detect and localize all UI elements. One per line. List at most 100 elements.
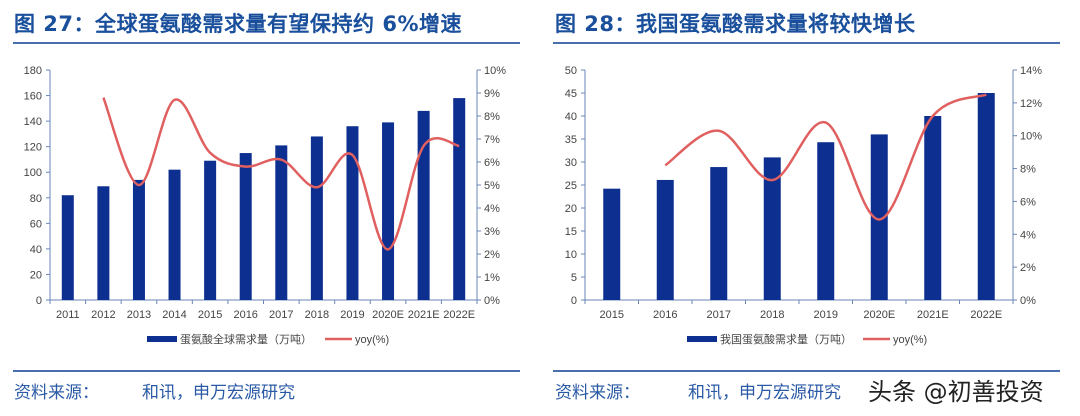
x-tick-label: 2017 <box>269 309 293 321</box>
x-tick-label: 2019 <box>340 309 364 321</box>
bar <box>310 136 323 300</box>
x-tick-label: 2015 <box>198 309 222 321</box>
x-tick-label: 2019 <box>814 309 838 321</box>
y-tick-label: 35 <box>565 134 577 146</box>
y2-tick-label: 14% <box>1020 65 1042 77</box>
watermark: 头条 @初善投资 <box>868 378 1044 406</box>
y-tick-label: 10 <box>565 249 577 261</box>
y-tick-label: 0 <box>36 295 42 307</box>
y2-tick-label: 10% <box>484 65 506 77</box>
x-tick-label: 2021E <box>917 309 949 321</box>
footer-rule-right <box>553 370 1060 372</box>
bar <box>977 93 995 300</box>
y-tick-label: 50 <box>565 65 577 77</box>
y-tick-label: 40 <box>30 244 42 256</box>
bar <box>453 98 466 300</box>
legend-bar-swatch <box>147 336 177 342</box>
y2-tick-label: 7% <box>484 134 500 146</box>
source-text-right: 和讯，申万宏源研究 <box>688 383 841 403</box>
y-tick-label: 25 <box>565 180 577 192</box>
y-tick-label: 60 <box>30 218 42 230</box>
y-tick-label: 40 <box>565 111 577 123</box>
legend-line-label: yoy(%) <box>355 334 389 346</box>
bar <box>817 142 835 300</box>
y-tick-label: 0 <box>571 295 577 307</box>
x-tick-label: 2014 <box>162 309 186 321</box>
bar <box>763 157 781 300</box>
source-label-right: 资料来源： <box>555 383 640 403</box>
source-label-left: 资料来源： <box>14 383 99 403</box>
y2-tick-label: 2% <box>1020 262 1036 274</box>
bar <box>346 126 359 300</box>
x-tick-label: 2021E <box>408 309 440 321</box>
x-tick-label: 2018 <box>760 309 784 321</box>
bar <box>97 186 110 300</box>
y2-tick-label: 6% <box>484 157 500 169</box>
bar <box>924 116 942 300</box>
chart-title-27: 图 27：全球蛋氨酸需求量有望保持约 6%增速 <box>14 12 462 36</box>
y-tick-label: 80 <box>30 193 42 205</box>
y2-tick-label: 8% <box>1020 164 1036 176</box>
x-tick-label: 2022E <box>970 309 1002 321</box>
y2-tick-label: 4% <box>484 203 500 215</box>
y-tick-label: 120 <box>24 142 42 154</box>
y2-tick-label: 0% <box>484 295 500 307</box>
chart-title-28: 图 28：我国蛋氨酸需求量将较快增长 <box>555 12 916 36</box>
x-tick-label: 2015 <box>600 309 624 321</box>
y2-tick-label: 9% <box>484 88 500 100</box>
bar <box>382 122 395 300</box>
y2-tick-label: 12% <box>1020 98 1042 110</box>
yoy-line <box>102 97 460 251</box>
y-tick-label: 20 <box>565 203 577 215</box>
y2-tick-label: 2% <box>484 249 500 261</box>
bar <box>870 134 888 300</box>
y2-tick-label: 6% <box>1020 196 1036 208</box>
bar <box>168 169 181 300</box>
x-tick-label: 2020E <box>372 309 404 321</box>
bar <box>61 195 74 300</box>
x-tick-label: 2022E <box>443 309 475 321</box>
bar <box>132 179 145 300</box>
y2-tick-label: 8% <box>484 111 500 123</box>
x-tick-label: 2017 <box>707 309 731 321</box>
y-tick-label: 45 <box>565 88 577 100</box>
y2-tick-label: 3% <box>484 226 500 238</box>
legend-bar-label: 蛋氨酸全球需求量（万吨） <box>180 332 312 346</box>
x-tick-label: 2016 <box>233 309 257 321</box>
y-tick-label: 160 <box>24 91 42 103</box>
x-tick-label: 2013 <box>127 309 151 321</box>
bar <box>417 110 430 300</box>
source-text-left: 和讯，申万宏源研究 <box>142 383 295 403</box>
title-rule-right <box>553 42 1060 44</box>
legend-bar-label: 我国蛋氨酸需求量（万吨） <box>720 332 852 346</box>
title-rule-left <box>13 42 520 44</box>
x-tick-label: 2012 <box>91 309 115 321</box>
bar <box>710 167 728 300</box>
y2-tick-label: 1% <box>484 272 500 284</box>
x-tick-label: 2016 <box>653 309 677 321</box>
y-tick-label: 30 <box>565 157 577 169</box>
x-tick-label: 2018 <box>305 309 329 321</box>
y-tick-label: 20 <box>30 269 42 281</box>
footer-rule-left <box>13 370 520 372</box>
x-tick-label: 2011 <box>56 309 80 321</box>
y2-tick-label: 0% <box>1020 295 1036 307</box>
y2-tick-label: 5% <box>484 180 500 192</box>
y-tick-label: 140 <box>24 116 42 128</box>
y2-tick-label: 10% <box>1020 131 1042 143</box>
legend-line-label: yoy(%) <box>893 334 927 346</box>
y-tick-label: 100 <box>24 167 42 179</box>
x-tick-label: 2020E <box>863 309 895 321</box>
bar <box>204 160 217 300</box>
bar <box>239 153 252 300</box>
y-tick-label: 5 <box>571 272 577 284</box>
yoy-line <box>664 93 987 221</box>
legend-bar-swatch <box>687 336 717 342</box>
bar <box>656 179 674 300</box>
y-tick-label: 15 <box>565 226 577 238</box>
y2-tick-label: 4% <box>1020 229 1036 241</box>
bar <box>603 188 621 300</box>
bar <box>275 145 288 300</box>
y-tick-label: 180 <box>24 65 42 77</box>
